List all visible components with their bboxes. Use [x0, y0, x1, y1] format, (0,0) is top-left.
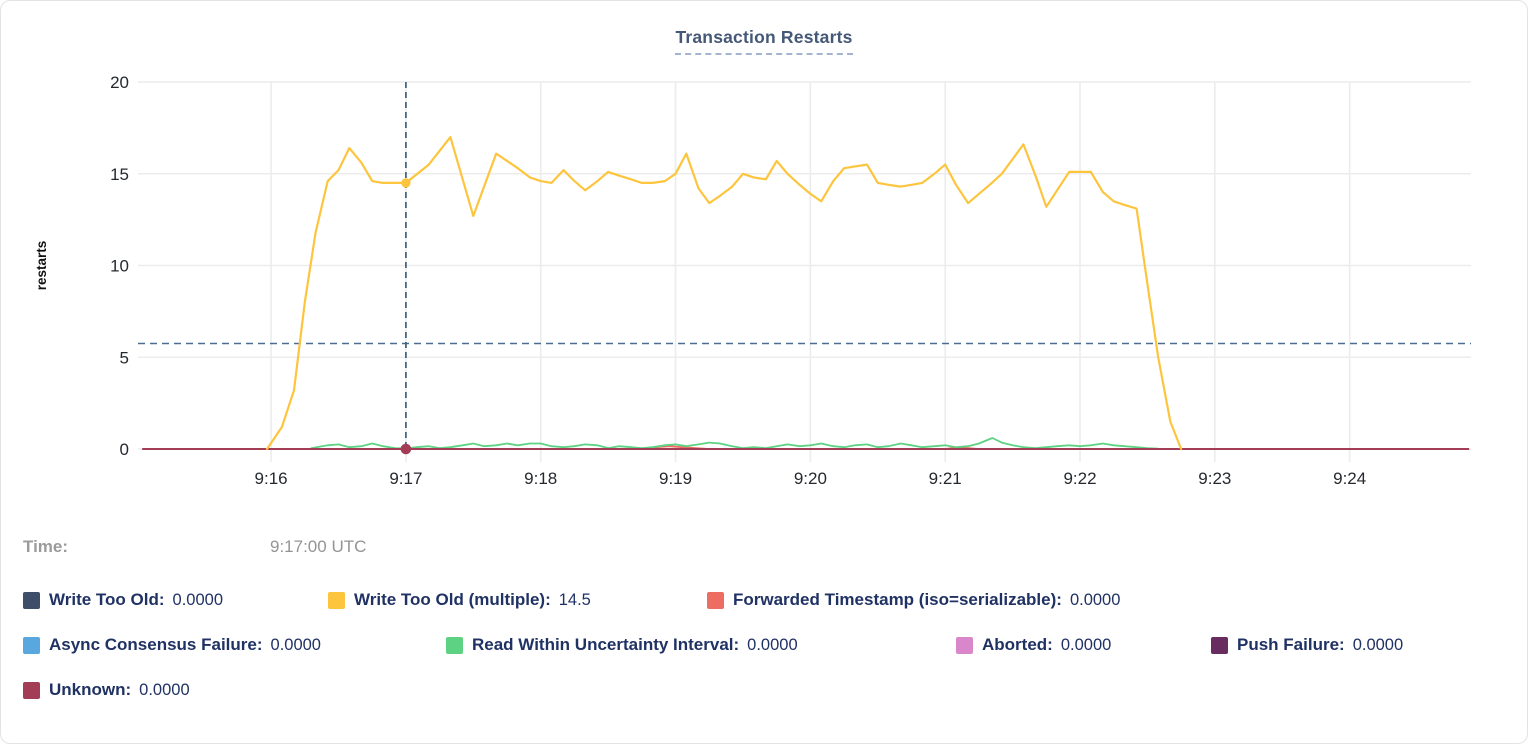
legend-swatch — [23, 681, 40, 699]
hover-dot — [401, 178, 411, 188]
x-tick-label: 9:22 — [1063, 469, 1096, 488]
y-axis-label: restarts — [34, 241, 49, 291]
legend-swatch — [23, 591, 40, 609]
legend-series-label: Forwarded Timestamp (iso=serializable): — [733, 590, 1062, 609]
series-line — [265, 136, 1183, 451]
legend-item: Write Too Old (multiple): 14.5 — [328, 590, 707, 610]
legend-item: Async Consensus Failure: 0.0000 — [23, 635, 446, 655]
x-tick-label: 9:24 — [1333, 469, 1366, 488]
x-tick-label: 9:20 — [794, 469, 827, 488]
legend-series-value: 0.0000 — [1352, 635, 1404, 654]
transaction-restarts-chart[interactable]: 0 5 10 15 20 9:16 9:17 9:18 9:19 9:20 9:21 9:22 9:23… — [0, 0, 1528, 505]
x-tick-label: 9:16 — [255, 469, 288, 488]
series-line — [310, 437, 1160, 450]
x-tick-label: 9:17 — [389, 469, 422, 488]
y-tick-label: 10 — [110, 257, 129, 276]
time-value: 9:17:00 UTC — [270, 537, 367, 556]
legend-item: Unknown: 0.0000 — [23, 680, 190, 700]
legend-swatch — [707, 591, 724, 609]
chart-legend: Write Too Old: 0.0000 Write Too Old (mul… — [23, 588, 1513, 723]
legend-series-label: Unknown: — [49, 680, 132, 699]
x-tick-label: 9:23 — [1198, 469, 1231, 488]
legend-series-label: Async Consensus Failure: — [49, 635, 263, 654]
legend-series-label: Write Too Old (multiple): — [354, 590, 551, 609]
legend-series-value: 0.0000 — [1069, 590, 1121, 609]
legend-swatch — [23, 636, 40, 654]
legend-item: Write Too Old: 0.0000 — [23, 590, 328, 610]
legend-series-value: 0.0000 — [270, 635, 321, 654]
legend-row: Write Too Old: 0.0000 Write Too Old (mul… — [23, 588, 1513, 612]
legend-series-label: Push Failure: — [1237, 635, 1345, 654]
legend-series-label: Write Too Old: — [49, 590, 165, 609]
legend-series-value: 0.0000 — [139, 680, 190, 699]
chart-title[interactable]: Transaction Restarts — [675, 27, 853, 55]
legend-series-value: 14.5 — [558, 590, 591, 609]
chart-header: Transaction Restarts — [0, 27, 1528, 55]
legend-series-value: 0.0000 — [747, 635, 798, 654]
legend-item: Forwarded Timestamp (iso=serializable): … — [707, 590, 1120, 610]
legend-item: Aborted: 0.0000 — [956, 635, 1211, 655]
legend-item: Push Failure: 0.0000 — [1211, 635, 1403, 655]
time-label: Time: — [23, 537, 69, 556]
legend-item: Read Within Uncertainty Interval: 0.0000 — [446, 635, 956, 655]
x-tick-label: 9:18 — [524, 469, 557, 488]
hover-dot — [400, 443, 412, 455]
y-tick-label: 15 — [110, 165, 129, 184]
y-tick-label: 0 — [120, 440, 129, 459]
x-tick-label: 9:21 — [929, 469, 962, 488]
legend-series-value: 0.0000 — [172, 590, 223, 609]
legend-series-label: Read Within Uncertainty Interval: — [472, 635, 740, 654]
legend-series-value: 0.0000 — [1060, 635, 1112, 654]
hover-time-row: Time: 9:17:00 UTC — [23, 537, 1503, 561]
legend-swatch — [446, 636, 463, 654]
legend-swatch — [1211, 636, 1228, 654]
legend-swatch — [956, 636, 973, 654]
legend-swatch — [328, 591, 345, 609]
legend-row: Async Consensus Failure: 0.0000 Read Wit… — [23, 633, 1513, 657]
legend-row: Unknown: 0.0000 — [23, 678, 1513, 702]
x-tick-label: 9:19 — [659, 469, 692, 488]
y-tick-label: 20 — [110, 73, 129, 92]
legend-series-label: Aborted: — [982, 635, 1053, 654]
y-tick-label: 5 — [120, 348, 129, 367]
